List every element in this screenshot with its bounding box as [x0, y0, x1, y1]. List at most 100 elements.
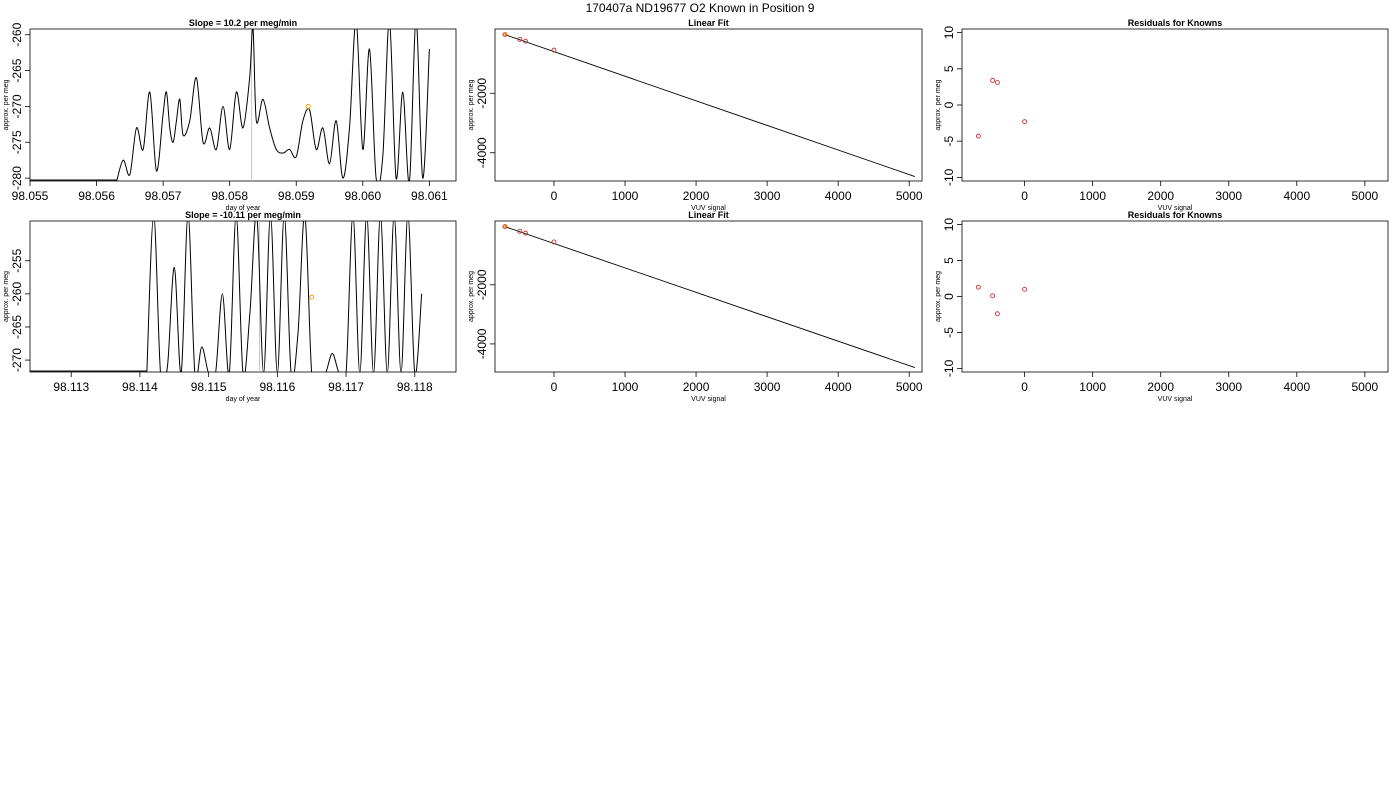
y-tick-label: -275: [10, 130, 24, 154]
data-point: [975, 284, 981, 290]
y-tick-label: -2000: [475, 269, 489, 300]
x-axis-label: day of year: [226, 205, 261, 212]
plot-area: [975, 284, 1028, 317]
y-tick-label: 5: [942, 65, 956, 72]
fit-line: [504, 34, 916, 177]
y-tick-label: -270: [10, 348, 24, 372]
y-axis-label: approx. per meg: [3, 79, 10, 130]
y-axis-label: approx. per meg: [468, 271, 475, 322]
chart-title: Slope = 10.2 per meg/min: [189, 18, 297, 28]
x-tick-label: 2000: [1147, 380, 1174, 394]
data-point: [1022, 119, 1028, 125]
x-tick-label: 98.060: [344, 189, 381, 203]
y-tick-label: 5: [942, 257, 956, 264]
x-tick-label: 98.058: [211, 189, 248, 203]
chart-panel-p5: Linear Fit VUV signal approx. per meg 0 1000…: [468, 210, 923, 403]
y-tick-label: -265: [10, 58, 24, 82]
y-tick-label: -10: [942, 168, 956, 186]
x-axis-label: day of year: [226, 396, 261, 403]
chart-panel-p2: Linear Fit VUV signal approx. per meg 0 1000…: [468, 18, 923, 212]
chart-panel-p3: Residuals for Knowns VUV signal approx. pe…: [935, 18, 1389, 212]
plot-area: [502, 32, 916, 177]
y-tick-label: 10: [942, 26, 956, 40]
x-tick-label: 98.061: [411, 189, 448, 203]
x-tick-label: 5000: [896, 189, 923, 203]
x-tick-label: 2000: [683, 189, 710, 203]
x-tick-label: 98.055: [12, 189, 49, 203]
y-tick-label: -260: [10, 282, 24, 306]
chart-panel-p6: Residuals for Knowns VUV signal approx. pe…: [935, 210, 1389, 403]
y-tick-label: 0: [942, 101, 956, 108]
x-tick-label: 2000: [1147, 189, 1174, 203]
x-tick-label: 0: [1021, 189, 1028, 203]
x-axis-label: VUV signal: [691, 205, 726, 212]
data-point: [551, 239, 557, 245]
y-tick-label: 10: [942, 218, 956, 232]
x-tick-label: 4000: [1283, 380, 1310, 394]
x-tick-label: 98.115: [191, 380, 227, 394]
data-point: [551, 47, 557, 53]
data-point: [517, 36, 523, 42]
x-tick-label: 98.057: [145, 189, 182, 203]
y-tick-label: 0: [942, 293, 956, 300]
x-tick-label: 0: [551, 189, 558, 203]
y-tick-label: -4000: [475, 328, 489, 359]
x-tick-label: 4000: [825, 189, 852, 203]
x-tick-label: 4000: [825, 380, 852, 394]
x-tick-label: 98.118: [397, 380, 433, 394]
x-tick-label: 2000: [683, 380, 710, 394]
chart-title: Linear Fit: [688, 18, 729, 28]
y-tick-label: -260: [10, 22, 24, 46]
x-axis-label: VUV signal: [1158, 396, 1193, 403]
data-point: [523, 38, 529, 44]
y-tick-label: -5: [942, 136, 956, 147]
x-tick-label: 98.059: [278, 189, 315, 203]
x-tick-label: 3000: [1215, 380, 1242, 394]
data-series-line: [116, 29, 430, 181]
y-tick-label: -5: [942, 327, 956, 338]
chart-title: Residuals for Knowns: [1128, 18, 1223, 28]
highlight-point: [305, 103, 311, 109]
plot-frame: [961, 28, 1389, 182]
highlight-point: [503, 32, 507, 37]
x-tick-label: 98.114: [122, 380, 158, 394]
x-tick-label: 1000: [612, 380, 639, 394]
chart-panel-p4: Slope = -10.11 per meg/min day of year app…: [3, 210, 457, 403]
chart-panel-p1: Slope = 10.2 per meg/min day of year appro…: [3, 18, 457, 212]
chart-title: Residuals for Knowns: [1128, 210, 1223, 220]
x-tick-label: 4000: [1283, 189, 1310, 203]
x-tick-label: 1000: [1079, 380, 1106, 394]
plot-frame: [494, 28, 923, 182]
y-tick-label: -2000: [475, 78, 489, 109]
data-point: [994, 80, 1000, 86]
x-tick-label: 5000: [896, 380, 923, 394]
plot-area: [502, 224, 916, 368]
x-axis-label: VUV signal: [1158, 205, 1193, 212]
y-tick-label: -255: [10, 248, 24, 272]
plot-frame: [29, 28, 457, 182]
data-point: [990, 77, 996, 83]
data-point: [975, 133, 981, 139]
chart-title: Slope = -10.11 per meg/min: [185, 210, 301, 220]
data-series-line: [146, 221, 423, 372]
x-tick-label: 1000: [612, 189, 639, 203]
x-tick-label: 5000: [1352, 189, 1379, 203]
y-tick-label: -265: [10, 315, 24, 339]
plot-frame: [494, 220, 923, 373]
x-tick-label: 3000: [1215, 189, 1242, 203]
x-tick-label: 3000: [754, 380, 781, 394]
plot-area: [975, 77, 1028, 139]
y-axis-label: approx. per meg: [468, 79, 475, 130]
x-tick-label: 1000: [1079, 189, 1106, 203]
x-tick-label: 98.056: [78, 189, 115, 203]
data-point: [502, 224, 508, 230]
x-tick-label: 0: [551, 380, 558, 394]
y-axis-label: approx. per meg: [935, 271, 942, 322]
data-point: [990, 293, 996, 299]
x-axis-label: VUV signal: [691, 396, 726, 403]
figure-title: 170407a ND19677 O2 Known in Position 9: [586, 1, 815, 15]
y-axis-label: approx. per meg: [935, 79, 942, 130]
y-tick-label: -4000: [475, 137, 489, 168]
highlight-point: [503, 224, 507, 229]
y-axis-label: approx. per meg: [3, 271, 10, 322]
